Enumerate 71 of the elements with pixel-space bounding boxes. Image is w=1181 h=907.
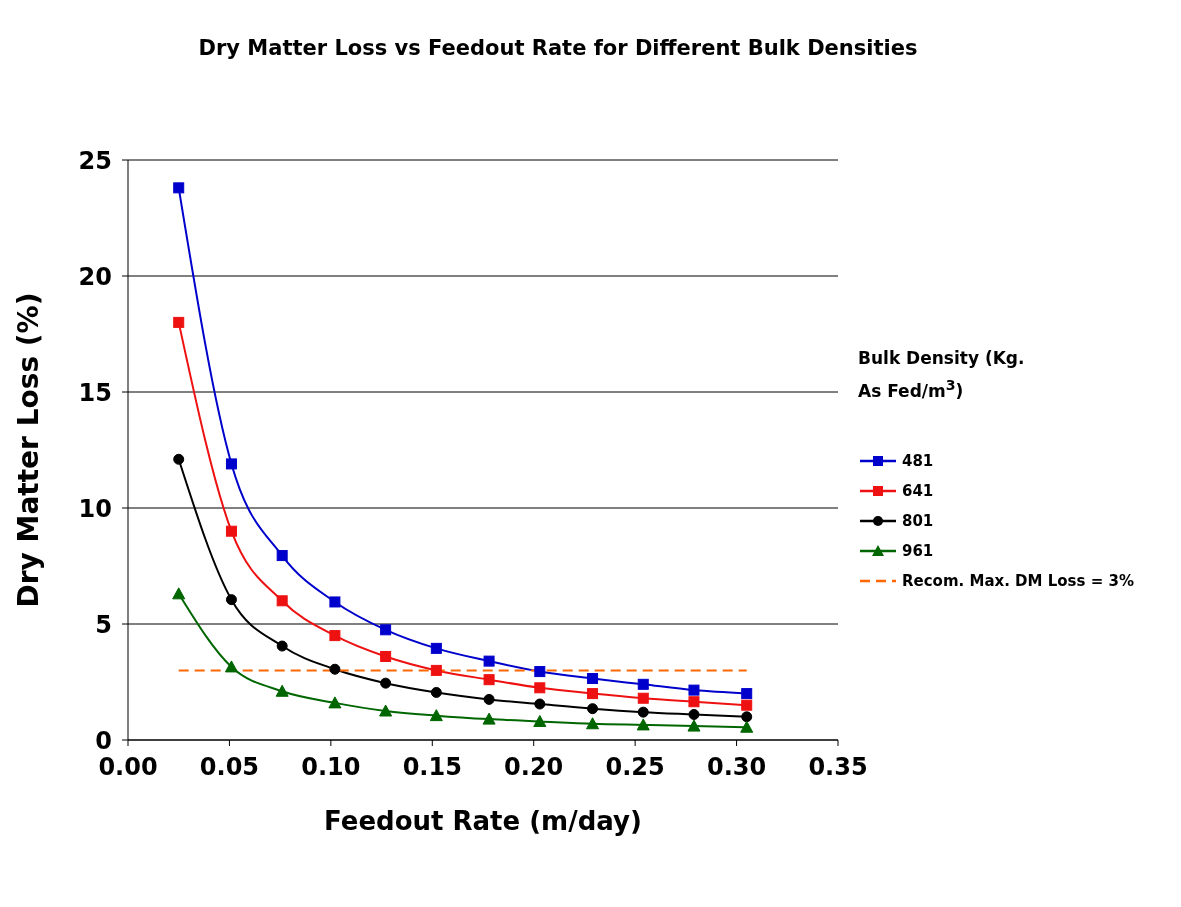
point bbox=[483, 655, 495, 667]
point bbox=[173, 316, 185, 328]
y-tick-label: 5 bbox=[95, 611, 112, 639]
x-tick-label: 0.05 bbox=[199, 753, 260, 782]
point bbox=[636, 718, 650, 731]
y-axis-title: Dry Matter Loss (%) bbox=[11, 292, 45, 608]
point bbox=[741, 688, 753, 700]
y-tick-label: 0 bbox=[95, 727, 112, 755]
x-tick-label: 0.25 bbox=[605, 753, 665, 782]
y-tick-label: 15 bbox=[78, 379, 112, 407]
x-tick-label: 0.15 bbox=[402, 753, 462, 782]
chart-title: Dry Matter Loss vs Feedout Rate for Different Bulk Densities bbox=[197, 35, 919, 62]
point bbox=[587, 688, 599, 700]
point bbox=[688, 684, 700, 696]
y-tick-label: 10 bbox=[78, 495, 112, 523]
point bbox=[429, 709, 443, 722]
point bbox=[637, 706, 649, 718]
point bbox=[276, 640, 288, 652]
point bbox=[173, 182, 185, 194]
x-tick-label: 0.20 bbox=[504, 753, 564, 782]
y-tick-label: 20 bbox=[78, 263, 112, 291]
point bbox=[741, 711, 753, 723]
legend-title: Bulk Density (Kg. As Fed/m$^{3}$) bbox=[858, 347, 1026, 403]
point bbox=[483, 693, 495, 705]
point bbox=[741, 699, 753, 711]
point bbox=[173, 453, 185, 465]
point bbox=[225, 594, 237, 606]
point bbox=[329, 596, 341, 608]
point bbox=[328, 696, 342, 709]
point bbox=[587, 673, 599, 685]
legend-label: 641 bbox=[902, 481, 934, 500]
x-tick-label: 0.30 bbox=[706, 753, 767, 782]
point bbox=[225, 525, 237, 537]
point bbox=[586, 717, 600, 730]
point bbox=[688, 696, 700, 708]
point bbox=[224, 660, 238, 673]
point bbox=[534, 666, 546, 678]
point bbox=[380, 650, 392, 662]
y-tick-label: 25 bbox=[78, 147, 112, 175]
x-axis-title: Feedout Rate (m/day) bbox=[324, 806, 642, 836]
point bbox=[329, 630, 341, 642]
point bbox=[483, 674, 495, 686]
point bbox=[172, 587, 186, 600]
point bbox=[534, 698, 546, 710]
x-tick-label: 0.10 bbox=[301, 753, 361, 782]
point bbox=[379, 704, 393, 717]
point bbox=[740, 720, 754, 733]
point bbox=[533, 714, 547, 727]
point bbox=[430, 642, 442, 654]
point bbox=[275, 684, 289, 697]
point bbox=[482, 712, 496, 725]
point bbox=[637, 678, 649, 690]
point bbox=[329, 663, 341, 675]
point bbox=[276, 595, 288, 607]
point bbox=[225, 458, 237, 470]
point bbox=[687, 719, 701, 732]
legend-label: 801 bbox=[902, 511, 934, 530]
point bbox=[276, 550, 288, 562]
point bbox=[430, 664, 442, 676]
legend-label: Recom. Max. DM Loss = 3% bbox=[902, 571, 1134, 590]
point bbox=[637, 692, 649, 704]
x-tick-label: 0.00 bbox=[98, 753, 158, 782]
point bbox=[380, 624, 392, 636]
point bbox=[430, 686, 442, 698]
legend-label: 481 bbox=[902, 451, 934, 470]
point bbox=[688, 708, 700, 720]
point bbox=[587, 703, 599, 715]
point bbox=[534, 682, 546, 694]
x-tick-label: 0.35 bbox=[808, 753, 868, 782]
point bbox=[380, 677, 392, 689]
legend-label: 961 bbox=[902, 541, 934, 560]
